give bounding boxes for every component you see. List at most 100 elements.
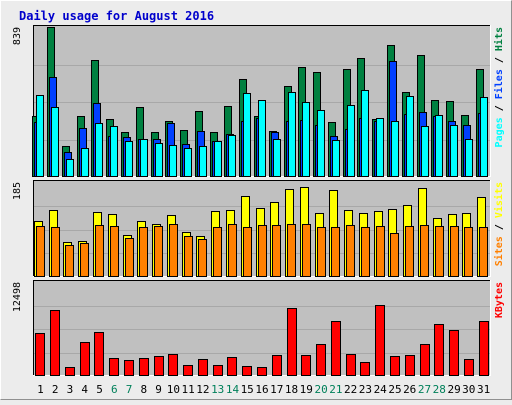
x-tick-label-day-30: 30 bbox=[462, 383, 475, 396]
bar-kbytes-day-8 bbox=[139, 358, 149, 376]
bar-kbytes-day-5 bbox=[94, 332, 104, 376]
bar-pages-day-15 bbox=[243, 93, 251, 177]
bar-pages-day-1 bbox=[36, 95, 44, 177]
x-tick-label-day-31: 31 bbox=[477, 383, 490, 396]
panel-2: 185 Sites / Visits bbox=[12, 180, 505, 277]
axis-legend-kbytes: KBytes bbox=[494, 282, 505, 318]
x-tick-label-day-7: 7 bbox=[126, 383, 133, 396]
bar-pages-day-13 bbox=[214, 141, 222, 177]
bar-sites-day-31 bbox=[479, 227, 488, 277]
bar-sites-day-15 bbox=[243, 227, 252, 277]
bar-kbytes-day-19 bbox=[301, 355, 311, 376]
axis-legend: Sites / Visits bbox=[493, 182, 505, 266]
x-tick-label-day-9: 9 bbox=[155, 383, 162, 396]
bar-sites-day-8 bbox=[139, 227, 148, 277]
x-tick-label-day-18: 18 bbox=[285, 383, 298, 396]
axis-legend-pages: Pages bbox=[494, 117, 505, 147]
bar-sites-day-19 bbox=[302, 224, 311, 277]
x-tick-label-day-24: 24 bbox=[374, 383, 388, 396]
x-tick-label-day-1: 1 bbox=[37, 383, 44, 396]
bar-pages-day-20 bbox=[317, 110, 325, 177]
bar-pages-day-22 bbox=[347, 105, 355, 177]
x-tick-label-day-29: 29 bbox=[447, 383, 460, 396]
bar-sites-day-7 bbox=[125, 238, 134, 277]
x-tick-label-day-27: 27 bbox=[418, 383, 431, 396]
series-sites bbox=[36, 224, 488, 277]
bar-pages-day-27 bbox=[421, 126, 429, 177]
bar-kbytes-day-6 bbox=[109, 358, 119, 376]
bar-sites-day-1 bbox=[36, 226, 45, 277]
bar-kbytes-day-23 bbox=[360, 362, 370, 376]
x-tick-label-day-16: 16 bbox=[255, 383, 268, 396]
bar-pages-day-11 bbox=[184, 148, 192, 177]
bar-pages-day-8 bbox=[140, 139, 148, 177]
bar-pages-day-9 bbox=[155, 143, 163, 177]
bar-sites-day-28 bbox=[435, 226, 444, 277]
bar-kbytes-day-27 bbox=[420, 344, 430, 376]
bar-sites-day-11 bbox=[184, 236, 193, 277]
x-tick-label-day-15: 15 bbox=[241, 383, 254, 396]
bar-pages-day-26 bbox=[406, 96, 414, 177]
x-tick-label-day-14: 14 bbox=[226, 383, 240, 396]
bar-kbytes-day-4 bbox=[80, 342, 90, 376]
bar-kbytes-day-14 bbox=[227, 357, 237, 376]
bar-sites-day-22 bbox=[346, 225, 355, 277]
bar-sites-day-2 bbox=[51, 227, 60, 277]
bar-sites-day-23 bbox=[361, 227, 370, 277]
bar-kbytes-day-26 bbox=[405, 355, 415, 376]
bar-pages-day-6 bbox=[110, 126, 118, 177]
x-tick-label-day-6: 6 bbox=[111, 383, 118, 396]
bar-pages-day-18 bbox=[288, 92, 296, 177]
chart-title: Daily usage for August 2016 bbox=[19, 9, 214, 23]
x-tick-label-day-19: 19 bbox=[300, 383, 313, 396]
bar-kbytes-day-13 bbox=[213, 365, 223, 376]
bar-kbytes-day-3 bbox=[65, 367, 75, 376]
bar-sites-day-24 bbox=[376, 226, 385, 277]
bar-sites-day-5 bbox=[95, 225, 104, 277]
bar-kbytes-day-21 bbox=[331, 321, 341, 376]
axis-legend: KBytes bbox=[494, 282, 505, 318]
bar-sites-day-27 bbox=[420, 225, 429, 277]
bar-sites-day-12 bbox=[198, 239, 207, 277]
panel-border-shadow bbox=[33, 280, 491, 376]
bar-kbytes-day-24 bbox=[375, 305, 385, 376]
x-tick-label-day-28: 28 bbox=[433, 383, 446, 396]
bar-sites-day-17 bbox=[272, 225, 281, 277]
x-tick-label-day-23: 23 bbox=[359, 383, 372, 396]
bar-kbytes-day-10 bbox=[168, 354, 178, 376]
bar-kbytes-day-1 bbox=[35, 333, 45, 376]
x-tick-label-day-8: 8 bbox=[140, 383, 147, 396]
series-kbytes bbox=[35, 305, 489, 376]
y-max-label: 185 bbox=[12, 182, 23, 200]
axis-legend-separator: / bbox=[494, 51, 505, 69]
bar-pages-day-30 bbox=[465, 139, 473, 177]
x-axis-labels: 1 2 3 4 5 6 7 8 9 10 11 12 13 14 15 16 17 18 19 20 21 22 23 24 2… bbox=[37, 383, 490, 396]
bar-kbytes-day-31 bbox=[479, 321, 489, 376]
bar-sites-day-10 bbox=[169, 224, 178, 277]
axis-legend: Pages / Files / Hits bbox=[493, 27, 505, 147]
x-tick-label-day-11: 11 bbox=[181, 383, 194, 396]
axis-legend-separator: / bbox=[494, 99, 505, 117]
bar-pages-day-21 bbox=[332, 140, 340, 177]
axis-legend-files: Files bbox=[493, 69, 505, 99]
y-max-label: 12498 bbox=[12, 282, 23, 312]
bar-pages-day-2 bbox=[51, 107, 59, 177]
bar-sites-day-13 bbox=[213, 227, 222, 277]
bar-kbytes-day-2 bbox=[50, 310, 60, 376]
axis-legend-visits: Visits bbox=[493, 182, 505, 218]
bar-kbytes-day-15 bbox=[242, 366, 252, 376]
bar-pages-day-28 bbox=[435, 115, 443, 177]
x-tick-label-day-25: 25 bbox=[388, 383, 401, 396]
x-tick-label-day-20: 20 bbox=[314, 383, 327, 396]
y-max-label: 839 bbox=[12, 27, 23, 45]
x-tick-label-day-10: 10 bbox=[167, 383, 180, 396]
axis-legend-sites: Sites bbox=[493, 236, 505, 266]
bar-sites-day-25 bbox=[390, 233, 399, 277]
bar-kbytes-day-22 bbox=[346, 354, 356, 376]
bar-pages-day-12 bbox=[199, 146, 207, 177]
bar-kbytes-day-7 bbox=[124, 360, 134, 376]
panel-3: 12498 KBytes bbox=[12, 280, 505, 376]
bar-sites-day-18 bbox=[287, 224, 296, 277]
